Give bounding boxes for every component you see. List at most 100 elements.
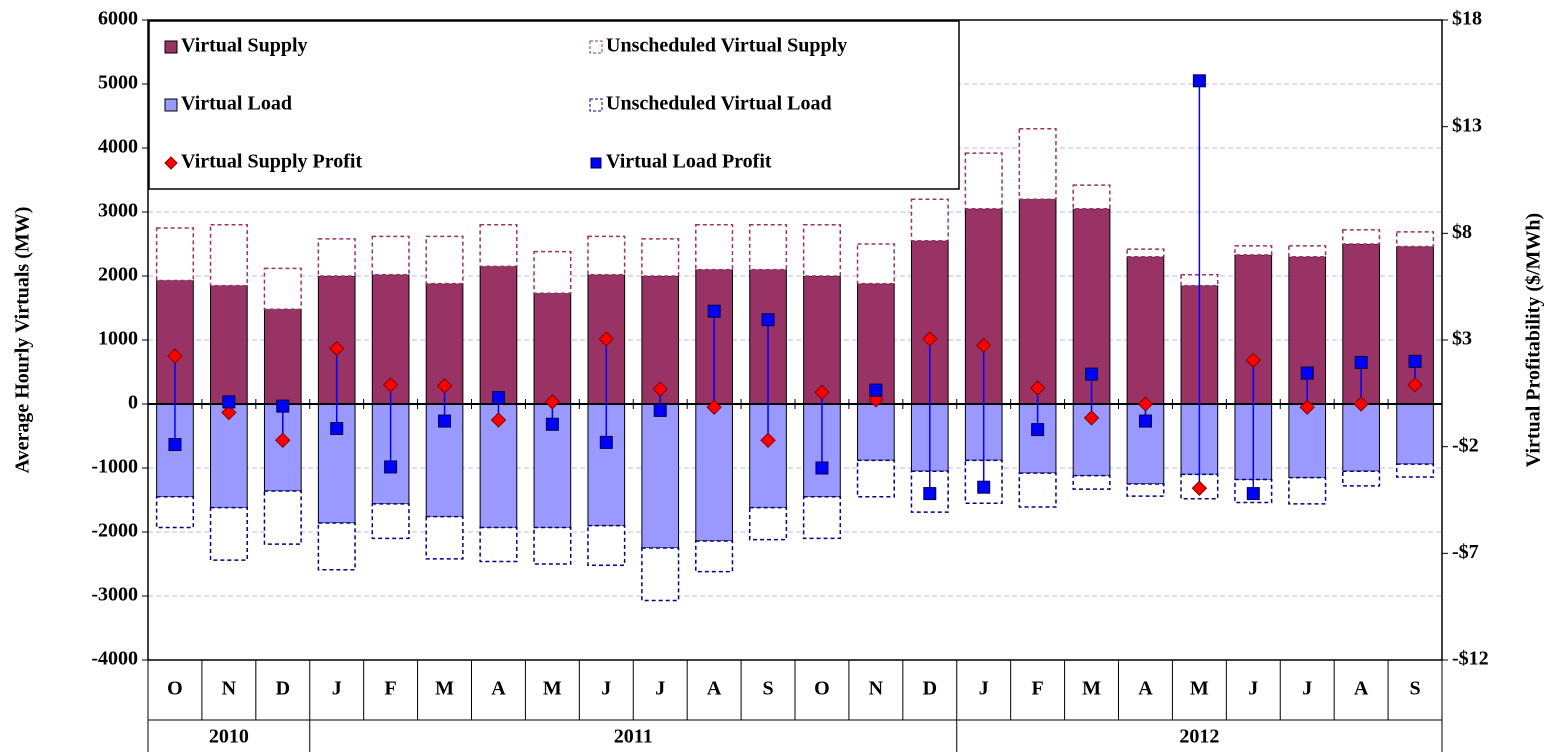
y-tick-label: -2000	[91, 520, 138, 542]
x-tick-label: S	[1409, 678, 1420, 700]
x-tick-label: J	[601, 678, 611, 700]
y2-tick-label: $3	[1452, 328, 1472, 350]
bar	[479, 526, 518, 563]
y-tick-label: 0	[128, 392, 138, 414]
bar	[371, 235, 410, 276]
bar	[641, 238, 680, 277]
bar	[317, 522, 356, 571]
x-tick-label: A	[707, 678, 722, 700]
marker	[869, 383, 883, 397]
bar	[371, 503, 410, 540]
marker	[545, 417, 559, 431]
bar	[748, 506, 788, 541]
marker	[276, 399, 290, 413]
marker	[922, 331, 938, 347]
marker	[1299, 399, 1315, 415]
bar	[695, 540, 734, 573]
bar	[155, 496, 195, 529]
marker	[1353, 396, 1369, 412]
marker	[1137, 396, 1154, 412]
bar	[1072, 184, 1111, 210]
bar	[1126, 483, 1165, 497]
legend-label: Virtual Load Profit	[606, 151, 772, 173]
bar	[425, 515, 464, 560]
legend-label: Virtual Supply Profit	[181, 151, 362, 173]
x-tick-label: M	[1082, 678, 1101, 700]
y2-tick-label: -$12	[1452, 648, 1489, 670]
marker	[384, 460, 398, 474]
marker	[168, 438, 182, 452]
marker	[760, 432, 776, 448]
y-tick-label: 4000	[98, 136, 138, 158]
x-tick-label: J	[1302, 678, 1312, 700]
x-tick-label: D	[923, 678, 937, 700]
x-tick-label: D	[276, 678, 290, 700]
y-tick-label: 2000	[98, 264, 138, 286]
legend-swatch	[164, 40, 178, 54]
bar	[1126, 256, 1165, 405]
marker	[1083, 410, 1100, 426]
marker	[923, 487, 937, 501]
marker	[438, 414, 452, 428]
bar	[1396, 403, 1434, 465]
legend-label: Unscheduled Virtual Supply	[606, 35, 847, 57]
bar	[1018, 128, 1057, 200]
x-tick-label: A	[491, 678, 506, 700]
marker	[652, 381, 668, 397]
legend-swatch	[164, 98, 178, 112]
bar	[1234, 245, 1273, 256]
x-tick-label: J	[332, 678, 342, 700]
x-group-label: 2012	[1179, 726, 1219, 748]
marker	[599, 435, 613, 449]
bar	[641, 547, 680, 602]
marker	[1031, 423, 1045, 437]
marker	[815, 461, 829, 475]
bar	[802, 224, 842, 277]
legend-label: Unscheduled Virtual Load	[606, 93, 832, 115]
x-tick-label: M	[435, 678, 454, 700]
y-tick-label: 3000	[98, 200, 138, 222]
bar	[1342, 229, 1381, 245]
bar	[317, 403, 356, 524]
marker	[706, 399, 722, 415]
marker	[490, 412, 507, 428]
marker	[1300, 366, 1314, 380]
marker	[1354, 355, 1368, 369]
y-axis-title: Average Hourly Virtuals (MW)	[12, 207, 34, 474]
bar	[964, 152, 1003, 210]
marker	[1191, 480, 1208, 496]
y2-axis-title: Virtual Profitability ($/MWh)	[1523, 213, 1545, 467]
x-tick-label: M	[1190, 678, 1209, 700]
y-tick-label: -3000	[91, 584, 138, 606]
x-tick-label: O	[814, 678, 830, 700]
marker	[436, 378, 453, 394]
x-tick-label: N	[869, 678, 884, 700]
bar	[1018, 472, 1057, 508]
legend-swatch	[589, 98, 603, 112]
x-tick-label: O	[167, 678, 183, 700]
legend-swatch	[589, 40, 603, 54]
y2-tick-label: $13	[1452, 114, 1482, 136]
bar	[425, 235, 464, 285]
marker	[1085, 367, 1099, 381]
y2-tick-label: -$7	[1452, 541, 1479, 563]
marker	[976, 337, 992, 354]
bar	[1126, 248, 1165, 258]
bar	[210, 285, 248, 405]
marker	[1408, 354, 1422, 368]
legend-label: Virtual Supply	[181, 35, 308, 57]
marker	[544, 394, 561, 410]
marker	[761, 313, 775, 327]
marker	[329, 340, 345, 357]
bar	[802, 496, 842, 540]
bar	[209, 224, 248, 287]
bar	[803, 275, 841, 405]
bar	[263, 308, 302, 405]
x-tick-label: S	[762, 678, 773, 700]
marker	[491, 391, 505, 405]
bar	[856, 243, 895, 285]
bar	[1395, 231, 1435, 248]
bar	[263, 490, 302, 545]
y2-tick-label: -$2	[1452, 434, 1479, 456]
bar	[748, 224, 788, 271]
